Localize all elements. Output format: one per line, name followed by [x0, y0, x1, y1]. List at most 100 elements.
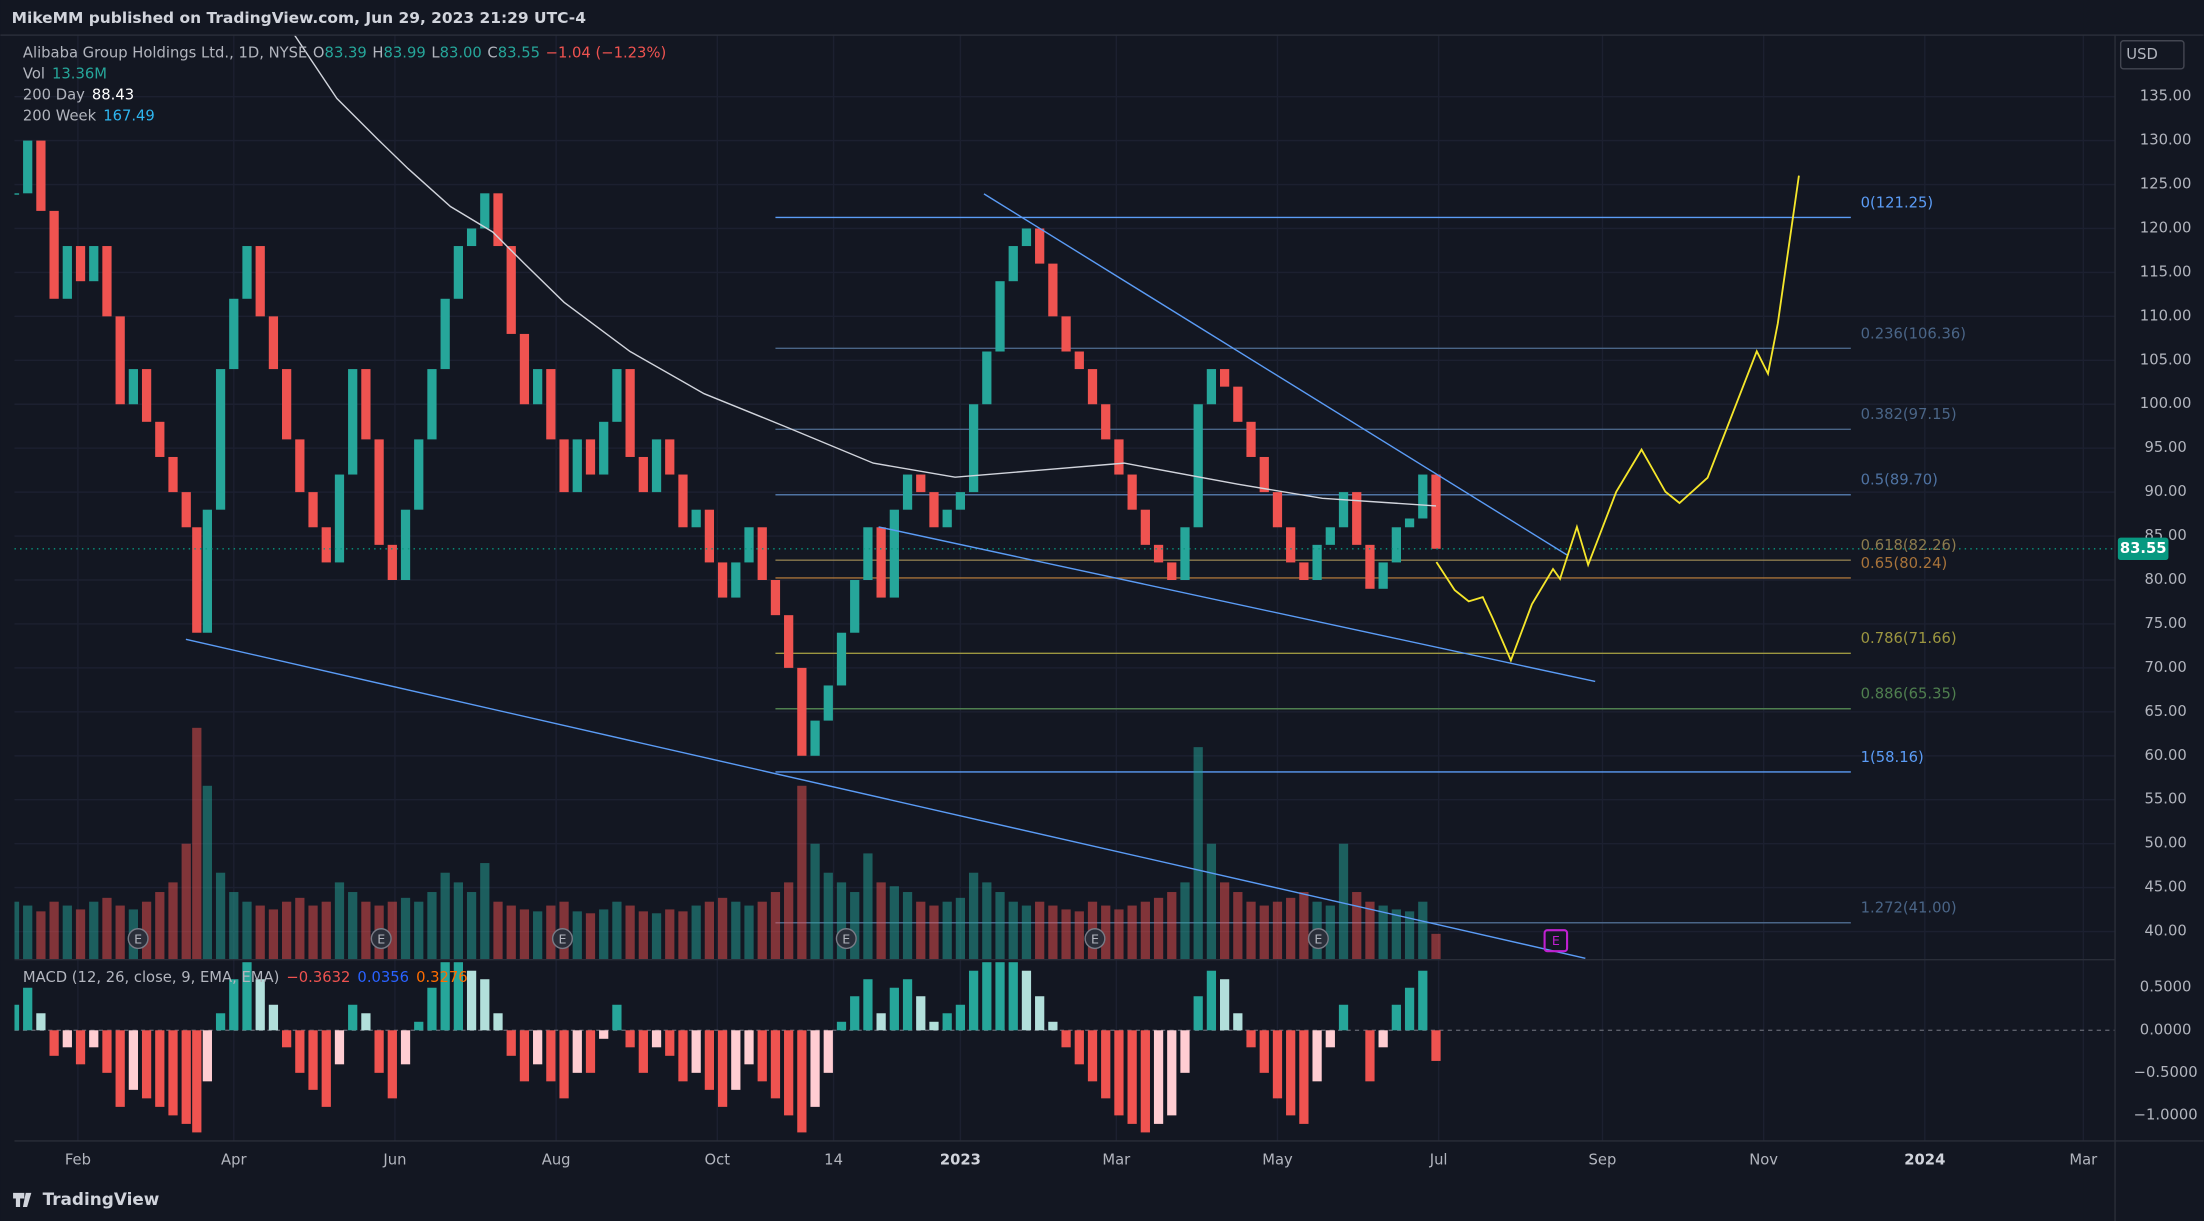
volume-bar — [585, 913, 596, 960]
volume-bar — [519, 909, 530, 960]
candle — [361, 369, 371, 440]
earnings-marker — [835, 928, 857, 950]
volume-bar — [1180, 882, 1190, 960]
volume-bar — [75, 909, 86, 960]
ohlc-key: H — [372, 44, 383, 61]
volume-bar — [916, 901, 926, 960]
volume-bar — [414, 901, 424, 960]
volume-bar — [1074, 911, 1084, 960]
y-tick-label: 115.00 — [2140, 263, 2192, 280]
macd-bar — [612, 1004, 622, 1031]
macd-bar — [141, 1030, 152, 1099]
macd-tick-label: −0.5000 — [2134, 1064, 2198, 1081]
ohlc-value: 83.55 — [498, 44, 540, 61]
volume-bar — [1101, 905, 1111, 960]
macd-bar — [995, 962, 1005, 1031]
volume-bar — [1233, 892, 1243, 960]
macd-bar — [1365, 1030, 1375, 1082]
macd-bar — [876, 1013, 886, 1031]
macd-bar — [546, 1030, 556, 1082]
candle — [850, 580, 860, 633]
candle — [585, 439, 596, 475]
ohlc-key: C — [487, 44, 497, 61]
macd-bar — [982, 962, 992, 1031]
candle — [268, 316, 279, 370]
candle — [1431, 474, 1441, 549]
currency[interactable]: USD — [2126, 46, 2158, 63]
volume-bar — [691, 905, 701, 960]
macd-bar — [1167, 1030, 1177, 1116]
macd-tick-label: 0.0000 — [2140, 1021, 2192, 1038]
volume-bar — [427, 892, 437, 960]
candle — [612, 369, 622, 422]
candle — [400, 509, 411, 581]
macd-bar — [115, 1030, 125, 1107]
volume-bar — [493, 901, 503, 960]
candle — [466, 228, 477, 247]
legend-ma-day: 200 Day 88.43 — [23, 87, 134, 104]
macd-bar — [192, 1030, 202, 1133]
macd-bar — [585, 1030, 596, 1073]
macd-bar — [1391, 1004, 1401, 1031]
volume-bar — [612, 901, 622, 960]
volume-bar — [1272, 901, 1283, 960]
macd-value: 0.3276 — [416, 969, 468, 986]
macd-bar — [942, 1013, 952, 1031]
volume-bar — [1299, 892, 1309, 960]
candle — [678, 474, 688, 528]
macd-bar — [128, 1030, 139, 1090]
currency-box[interactable] — [2119, 40, 2185, 70]
candle — [784, 615, 794, 668]
earnings-label: E — [134, 931, 142, 946]
candle — [1378, 562, 1388, 589]
fib-label: 0.618(82.26) — [1861, 537, 1957, 554]
candle — [625, 369, 635, 457]
y-tick-label: 65.00 — [2145, 703, 2187, 720]
macd-bar — [691, 1030, 701, 1073]
candle — [823, 685, 833, 721]
volume-bar — [599, 909, 609, 960]
volume-bar — [141, 901, 152, 960]
volume-bar — [1114, 909, 1124, 960]
ma-week-name: 200 Week — [23, 108, 97, 125]
macd-bar — [770, 1030, 781, 1099]
candle — [1352, 492, 1362, 545]
macd-bar — [916, 996, 926, 1031]
volume-bar — [863, 853, 873, 960]
macd-bar — [1180, 1030, 1190, 1073]
macd-bar — [89, 1030, 99, 1048]
fib-label: 1(58.16) — [1861, 749, 1924, 766]
y-tick-label: 70.00 — [2145, 659, 2187, 676]
volume-bar — [1140, 901, 1150, 960]
earnings-marker — [551, 928, 573, 950]
fib-label: 0.65(80.24) — [1861, 555, 1948, 572]
trend-line — [185, 638, 1586, 959]
volume-bar — [308, 905, 318, 960]
candle — [155, 421, 165, 457]
macd-bar — [453, 962, 463, 1031]
volume-bar — [229, 892, 239, 960]
candle — [691, 509, 701, 528]
earnings-marker — [370, 928, 392, 950]
volume-bar — [1061, 909, 1071, 960]
macd-bar — [321, 1030, 331, 1107]
macd-bar — [731, 1030, 741, 1090]
volume-bar — [348, 892, 358, 960]
macd-bar — [1272, 1030, 1283, 1099]
macd-bar — [440, 962, 450, 1031]
candles — [14, 35, 1441, 756]
macd-name: MACD (12, 26, close, 9, EMA, EMA) — [23, 969, 279, 986]
macd-bar — [850, 996, 860, 1031]
fib-label: 0(121.25) — [1861, 194, 1934, 211]
trend-line — [983, 193, 1568, 556]
macd-bar — [559, 1030, 569, 1099]
candle — [387, 544, 397, 581]
macd-bar — [506, 1030, 516, 1056]
candle — [427, 369, 437, 440]
trend-line — [878, 526, 1596, 683]
candle — [942, 509, 952, 528]
candle — [1087, 369, 1098, 405]
volume-bar — [268, 909, 279, 960]
legend-macd: MACD (12, 26, close, 9, EMA, EMA) −0.3632… — [23, 969, 468, 986]
macd-bar — [572, 1030, 582, 1073]
